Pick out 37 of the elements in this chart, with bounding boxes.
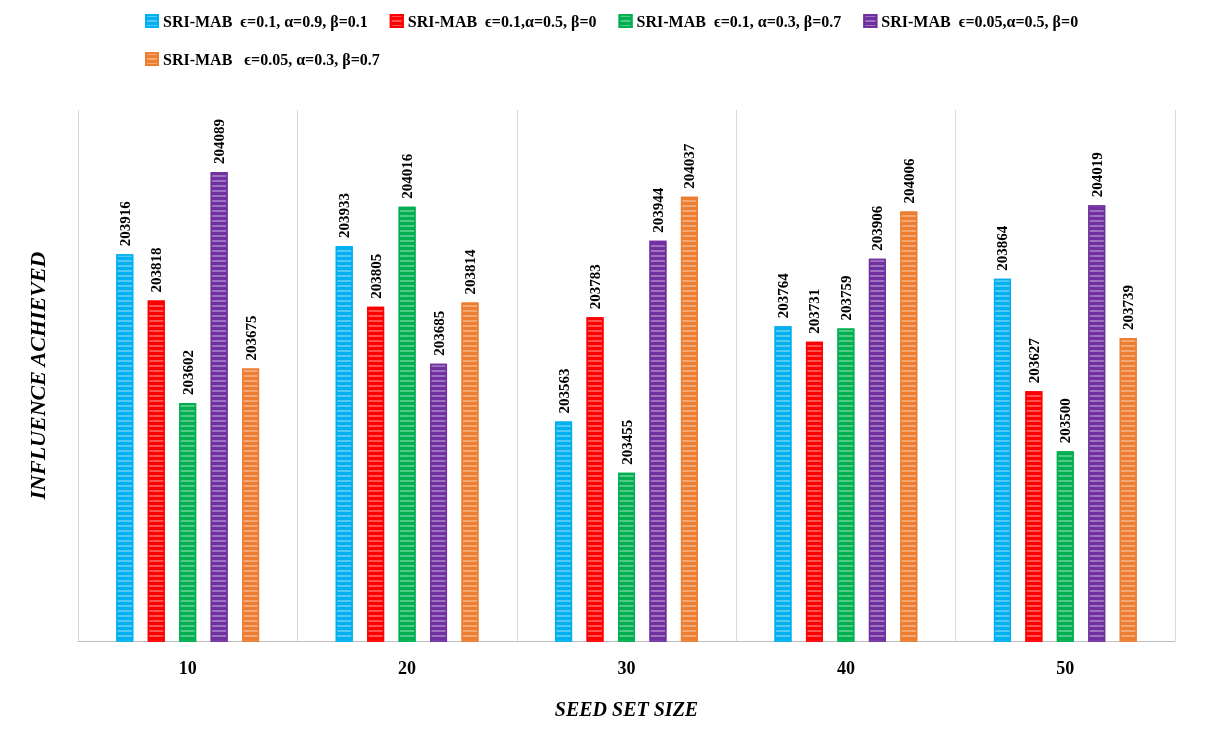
legend-label: SRI-MAB ϵ=0.05,α=0.5, β=0: [881, 12, 1079, 31]
data-label: 204019: [1088, 152, 1105, 198]
data-label: 203783: [587, 264, 604, 310]
legend-label: SRI-MAB ϵ=0.1, α=0.3, β=0.7: [636, 12, 842, 31]
data-label: 203906: [869, 205, 886, 251]
data-label: 203739: [1120, 285, 1137, 331]
data-label: 203764: [775, 272, 791, 319]
data-label: 204037: [681, 143, 698, 189]
x-tick-label: 20: [398, 658, 417, 678]
y-axis-title: INFLUENCE ACHIEVED: [24, 251, 50, 501]
x-tick-label: 40: [836, 658, 855, 678]
data-label: 203759: [837, 275, 854, 321]
x-axis-title: SEED SET SIZE: [554, 698, 699, 720]
data-label: 204016: [399, 153, 416, 199]
data-label: 203455: [618, 419, 635, 465]
x-tick-label: 30: [617, 658, 636, 678]
data-label: 204089: [211, 119, 228, 165]
data-label: 203933: [336, 193, 353, 239]
x-tick-label: 50: [1056, 658, 1075, 678]
data-label: 203627: [1025, 337, 1042, 384]
data-label: 203500: [1057, 398, 1074, 444]
data-label: 203916: [116, 200, 133, 247]
data-label: 203563: [555, 368, 572, 414]
data-label: 203944: [649, 187, 666, 233]
data-label: 203731: [806, 288, 823, 334]
legend-label: SRI-MAB ϵ=0.1, α=0.9, β=0.1: [163, 12, 368, 31]
data-label: 203602: [179, 350, 196, 395]
data-label: 204006: [900, 157, 917, 204]
x-tick-label: 10: [178, 658, 197, 678]
data-label: 203818: [148, 247, 165, 293]
data-label: 203814: [462, 248, 478, 295]
data-label: 203805: [367, 253, 384, 299]
data-label: 203864: [994, 225, 1011, 271]
legend-label: SRI-MAB ϵ=0.1,α=0.5, β=0: [407, 12, 597, 31]
data-label: 203675: [242, 315, 259, 361]
legend-label: SRI-MAB ϵ=0.05, α=0.3, β=0.7: [163, 50, 380, 69]
data-label: 203685: [430, 310, 447, 356]
